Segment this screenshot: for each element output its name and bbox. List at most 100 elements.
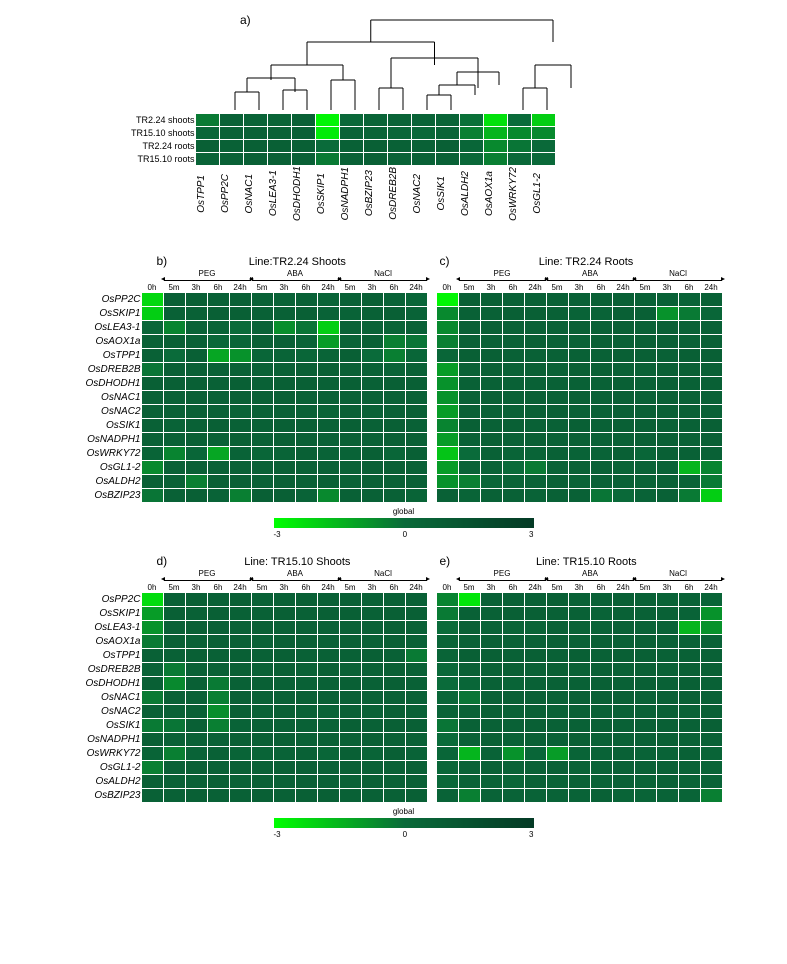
heatmap-cell	[525, 621, 546, 634]
heatmap-cell	[503, 607, 524, 620]
heatmap-cell	[164, 419, 185, 432]
heatmap-cell	[459, 761, 480, 774]
heatmap-cell	[186, 719, 207, 732]
panel-a-col-label: OsDREB2B	[388, 167, 399, 222]
heatmap-cell	[208, 405, 229, 418]
heatmap-cell	[362, 649, 383, 662]
heatmap-cell	[406, 649, 427, 662]
time-label: 24h	[406, 283, 427, 292]
time-label: 3h	[657, 283, 678, 292]
heatmap-cell	[164, 405, 185, 418]
heatmap-cell	[340, 621, 361, 634]
treatment-label: PEG	[459, 569, 546, 582]
heatmap-cell	[164, 433, 185, 446]
panel-a-col-label: OsTPP1	[196, 175, 207, 215]
heatmap-cell	[569, 789, 590, 802]
heatmap-cell	[481, 635, 502, 648]
time-label: 24h	[701, 583, 722, 592]
heatmap-cell	[340, 691, 361, 704]
heatmap-cell	[296, 377, 317, 390]
heatmap-cell	[252, 321, 273, 334]
heatmap-cell	[318, 691, 339, 704]
heatmap-cell	[635, 475, 656, 488]
heatmap-cell	[613, 747, 634, 760]
heatmap-cell	[569, 607, 590, 620]
heatmap-cell	[547, 391, 568, 404]
heatmap-cell	[481, 405, 502, 418]
heatmap-cell	[362, 705, 383, 718]
heatmap-cell	[701, 649, 722, 662]
heatmap-cell	[481, 335, 502, 348]
heatmap-cell	[340, 335, 361, 348]
heatmap-cell	[252, 419, 273, 432]
heatmap-cell	[274, 335, 295, 348]
heatmap-cell	[657, 677, 678, 690]
heatmap-cell	[164, 363, 185, 376]
panel-a-col-label: OsNAC1	[244, 174, 255, 215]
heatmap-cell	[362, 719, 383, 732]
heatmap-cell	[613, 433, 634, 446]
treatment-label: ABA	[547, 269, 634, 282]
heatmap-cell	[481, 649, 502, 662]
heatmap-cell	[230, 607, 251, 620]
heatmap-cell	[142, 419, 163, 432]
heatmap-cell	[274, 307, 295, 320]
heatmap-cell	[508, 114, 531, 126]
heatmap-cell	[635, 635, 656, 648]
heatmap-cell	[657, 433, 678, 446]
heatmap-cell	[525, 419, 546, 432]
time-label: 5m	[252, 583, 273, 592]
heatmap-cell	[230, 677, 251, 690]
time-label: 0h	[437, 583, 458, 592]
treatment-label: ABA	[547, 569, 634, 582]
heatmap-cell	[459, 733, 480, 746]
heatmap-cell	[142, 635, 163, 648]
heatmap-cell	[508, 127, 531, 139]
heatmap-cell	[459, 789, 480, 802]
heatmap-cell	[274, 705, 295, 718]
heatmap-cell	[296, 719, 317, 732]
heatmap-cell	[569, 775, 590, 788]
heatmap-cell	[569, 663, 590, 676]
heatmap-cell	[340, 789, 361, 802]
heatmap-cell	[437, 621, 458, 634]
heatmap-cell	[460, 114, 483, 126]
heatmap-cell	[547, 789, 568, 802]
legend-de: global -303	[10, 807, 787, 839]
heatmap-cell	[384, 607, 405, 620]
heatmap-cell	[613, 607, 634, 620]
heatmap-cell	[547, 461, 568, 474]
heatmap-cell	[591, 691, 612, 704]
heatmap-cell	[591, 377, 612, 390]
heatmap-cell	[481, 489, 502, 502]
heatmap-cell	[613, 649, 634, 662]
heatmap-cell	[503, 663, 524, 676]
heatmap-cell	[208, 419, 229, 432]
heatmap-cell	[362, 489, 383, 502]
heatmap-cell	[230, 475, 251, 488]
heatmap-cell	[635, 447, 656, 460]
heatmap-cell	[296, 461, 317, 474]
gene-row-label: OsWRKY72	[85, 447, 140, 460]
heatmap-cell	[436, 127, 459, 139]
heatmap-cell	[459, 621, 480, 634]
heatmap-cell	[208, 377, 229, 390]
heatmap-cell	[591, 349, 612, 362]
heatmap-cell	[591, 293, 612, 306]
heatmap-cell	[318, 335, 339, 348]
heatmap-cell	[296, 635, 317, 648]
heatmap-cell	[613, 789, 634, 802]
heatmap-cell	[318, 593, 339, 606]
heatmap-cell	[230, 293, 251, 306]
heatmap-cell	[164, 391, 185, 404]
heatmap-cell	[635, 335, 656, 348]
heatmap-cell	[635, 761, 656, 774]
heatmap-cell	[613, 489, 634, 502]
heatmap-cell	[547, 649, 568, 662]
heatmap-cell	[503, 377, 524, 390]
heatmap-cell	[406, 789, 427, 802]
heatmap-cell	[503, 475, 524, 488]
heatmap-cell	[384, 461, 405, 474]
heatmap-cell	[591, 419, 612, 432]
heatmap-cell	[142, 761, 163, 774]
